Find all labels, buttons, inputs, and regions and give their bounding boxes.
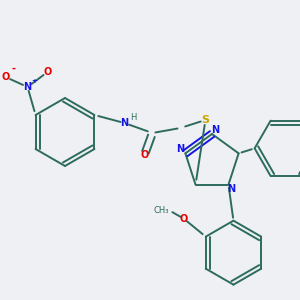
Text: O: O [2, 72, 10, 82]
Text: N: N [120, 118, 128, 128]
Text: N: N [211, 125, 219, 135]
Text: N: N [176, 144, 184, 154]
Text: CH₃: CH₃ [154, 206, 170, 215]
Text: N: N [23, 82, 32, 92]
Text: -: - [12, 64, 16, 74]
Text: +: + [32, 78, 38, 84]
Text: O: O [140, 150, 148, 160]
Text: O: O [180, 214, 188, 224]
Text: S: S [201, 115, 209, 125]
Text: N: N [227, 184, 236, 194]
Text: O: O [44, 67, 52, 77]
Text: H: H [130, 113, 136, 122]
